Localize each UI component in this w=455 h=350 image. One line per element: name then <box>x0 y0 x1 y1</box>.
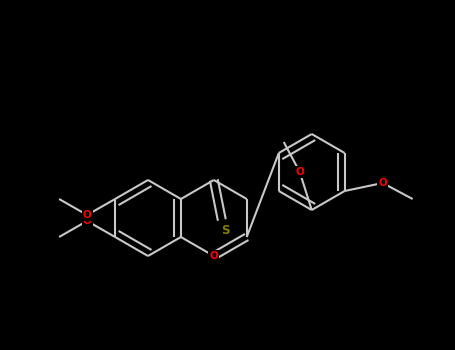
Text: O: O <box>295 167 304 177</box>
Text: O: O <box>209 251 218 261</box>
Text: O: O <box>83 216 91 226</box>
Text: S: S <box>222 224 230 237</box>
Text: O: O <box>378 178 387 188</box>
Text: O: O <box>83 210 91 220</box>
